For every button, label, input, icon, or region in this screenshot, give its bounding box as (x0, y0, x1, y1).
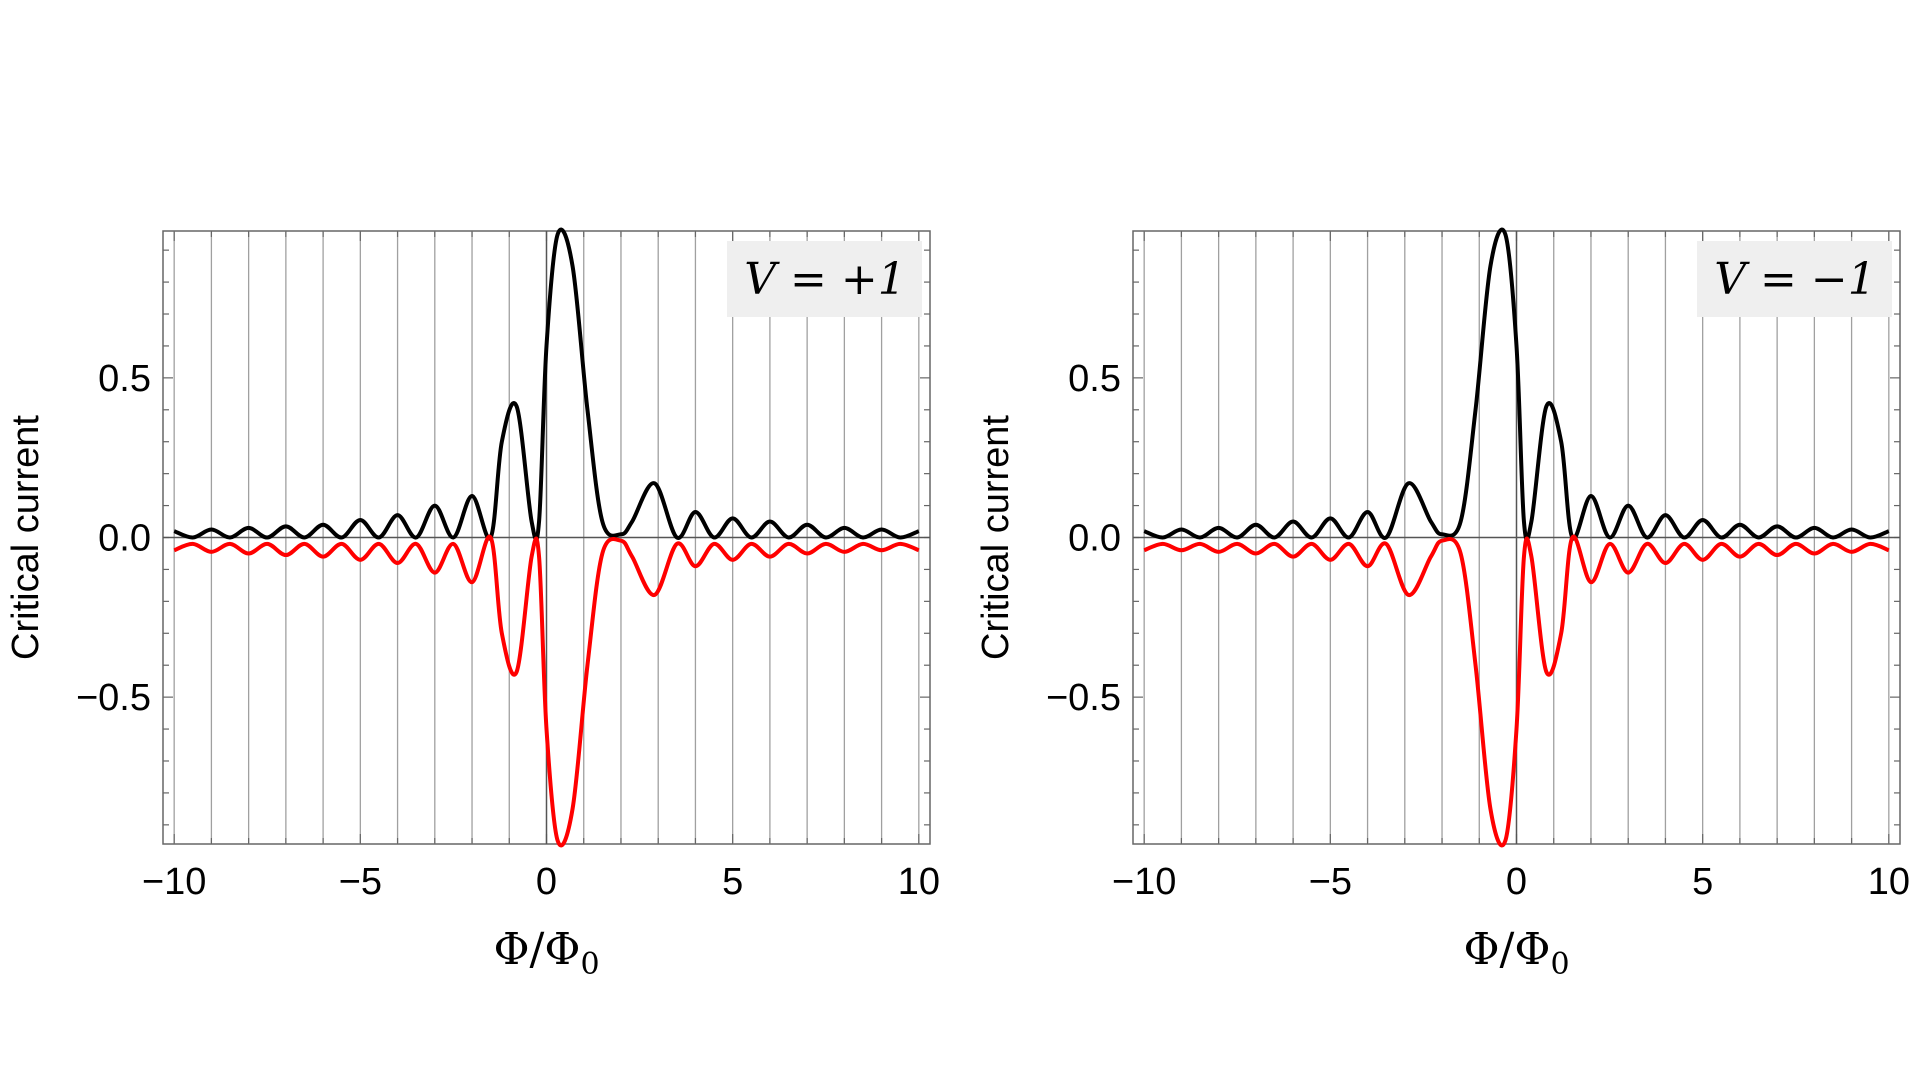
series-line-black (1143, 227, 1890, 542)
x-tick-label: 10 (898, 861, 940, 903)
annotation-box (727, 241, 922, 317)
x-axis-label: Φ/Φ0 (493, 924, 599, 982)
minor-ticks (163, 231, 930, 844)
y-tick-label: 0.0 (1068, 518, 1121, 560)
y-tick-labels: −0.5 0.0 0.5 (1046, 358, 1121, 719)
x-tick-labels: −10 −5 0 5 10 (1112, 861, 1910, 903)
series-group (173, 227, 920, 848)
y-tick-labels: −0.5 0.0 0.5 (76, 358, 151, 719)
x-axis-label-subscript: 0 (1550, 947, 1569, 982)
x-tick-label: −5 (1309, 861, 1352, 903)
x-tick-label: 0 (536, 861, 557, 903)
y-axis-label: Critical current (975, 415, 1017, 660)
annotation-box (1697, 241, 1892, 317)
annotation-label: V = +1 (744, 254, 905, 305)
x-tick-label: −10 (142, 861, 206, 903)
y-tick-label: 0.5 (1068, 358, 1121, 400)
x-tick-labels: −10 −5 0 5 10 (142, 861, 940, 903)
y-tick-label: 0.5 (98, 358, 151, 400)
x-tick-label: 10 (1868, 861, 1910, 903)
series-line-black (173, 227, 920, 542)
y-tick-label: 0.0 (98, 518, 151, 560)
annotation-label: V = −1 (1714, 254, 1875, 305)
x-axis-label-subscript: 0 (580, 947, 599, 982)
x-axis-label: Φ/Φ0 (1463, 924, 1569, 982)
x-tick-label: −5 (339, 861, 382, 903)
series-line-red (173, 534, 920, 848)
x-tick-label: 0 (1506, 861, 1527, 903)
x-tick-label: 5 (1692, 861, 1713, 903)
series-line-red (1143, 534, 1890, 848)
y-tick-label: −0.5 (76, 677, 151, 719)
x-tick-label: −10 (1112, 861, 1176, 903)
y-axis-label: Critical current (5, 415, 47, 660)
x-axis-label-main: Φ/Φ (493, 924, 580, 975)
x-tick-label: 5 (722, 861, 743, 903)
series-group (1143, 227, 1890, 848)
x-axis-label-main: Φ/Φ (1463, 924, 1550, 975)
chart-panel-v-plus-1: −10 −5 0 5 10 −0.5 0.0 0.5 V = +1 Critical cur… (5, 227, 940, 982)
chart-panel-v-minus-1: −10 −5 0 5 10 −0.5 0.0 0.5 V = −1 Critical cur… (975, 227, 1910, 982)
y-tick-label: −0.5 (1046, 677, 1121, 719)
